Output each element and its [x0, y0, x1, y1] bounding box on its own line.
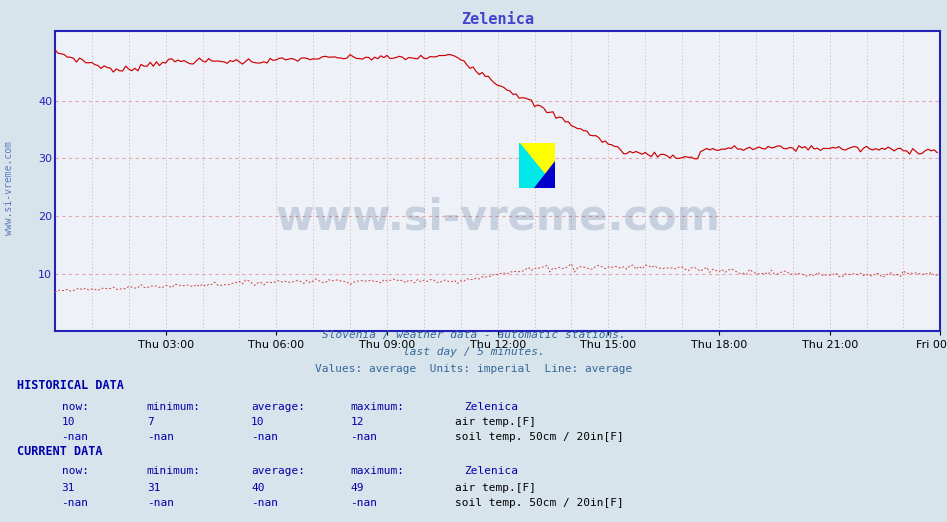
Text: 49: 49 [350, 483, 364, 493]
Text: -nan: -nan [251, 499, 278, 508]
Text: -nan: -nan [62, 432, 89, 442]
Text: 31: 31 [62, 483, 75, 493]
Text: soil temp. 50cm / 20in[F]: soil temp. 50cm / 20in[F] [455, 499, 623, 508]
Text: 12: 12 [350, 418, 364, 428]
Text: 40: 40 [251, 483, 264, 493]
Text: now:: now: [62, 402, 89, 412]
Text: -nan: -nan [251, 432, 278, 442]
Text: -nan: -nan [147, 499, 174, 508]
Text: -nan: -nan [350, 499, 378, 508]
Text: Zelenica: Zelenica [464, 402, 518, 412]
Text: air temp.[F]: air temp.[F] [455, 483, 536, 493]
Text: average:: average: [251, 402, 305, 412]
Text: maximum:: maximum: [350, 402, 404, 412]
Text: now:: now: [62, 466, 89, 476]
Text: HISTORICAL DATA: HISTORICAL DATA [17, 379, 124, 392]
Text: minimum:: minimum: [147, 466, 201, 476]
Polygon shape [519, 143, 555, 187]
Text: maximum:: maximum: [350, 466, 404, 476]
Text: www.si-vreme.com: www.si-vreme.com [5, 141, 14, 235]
Text: minimum:: minimum: [147, 402, 201, 412]
Text: 10: 10 [251, 418, 264, 428]
Text: 31: 31 [147, 483, 160, 493]
Text: www.si-vreme.com: www.si-vreme.com [276, 196, 720, 239]
Polygon shape [519, 143, 555, 187]
Text: Zelenica: Zelenica [464, 466, 518, 476]
Text: Values: average  Units: imperial  Line: average: Values: average Units: imperial Line: av… [314, 364, 633, 374]
Text: -nan: -nan [350, 432, 378, 442]
Title: Zelenica: Zelenica [461, 13, 534, 27]
Text: air temp.[F]: air temp.[F] [455, 418, 536, 428]
Text: average:: average: [251, 466, 305, 476]
Text: last day / 5 minutes.: last day / 5 minutes. [402, 347, 545, 357]
Text: 10: 10 [62, 418, 75, 428]
Text: soil temp. 50cm / 20in[F]: soil temp. 50cm / 20in[F] [455, 432, 623, 442]
Text: Slovenia / weather data - automatic stations.: Slovenia / weather data - automatic stat… [322, 330, 625, 340]
Polygon shape [534, 161, 555, 187]
Text: 7: 7 [147, 418, 153, 428]
Text: -nan: -nan [62, 499, 89, 508]
Text: -nan: -nan [147, 432, 174, 442]
Text: CURRENT DATA: CURRENT DATA [17, 445, 102, 458]
